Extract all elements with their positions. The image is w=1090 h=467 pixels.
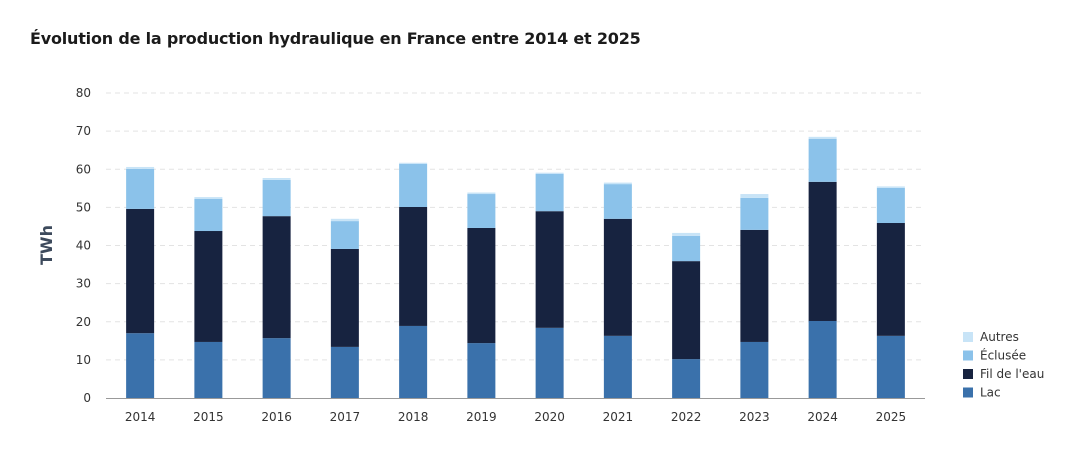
x-tick-label: 2022: [671, 410, 702, 424]
bar-segment-fil-de-l-eau: [535, 211, 564, 328]
bar-segment-autres: [126, 166, 155, 169]
bar-segment-éclusée: [399, 163, 428, 207]
bar-segment-éclusée: [672, 235, 701, 262]
bar-segment-éclusée: [467, 194, 496, 228]
bar-segment-lac: [262, 338, 291, 398]
bar-segment-lac: [194, 341, 223, 398]
legend-label: Fil de l'eau: [980, 367, 1044, 381]
bar-segment-autres: [603, 182, 632, 185]
bar-segment-fil-de-l-eau: [399, 206, 428, 326]
bar-segment-autres: [262, 178, 291, 180]
bar-segment-lac: [740, 341, 769, 398]
bar-segment-fil-de-l-eau: [808, 181, 837, 321]
y-tick-label: 20: [76, 315, 91, 329]
x-tick-label: 2024: [807, 410, 838, 424]
bar-segment-lac: [535, 327, 564, 398]
bar-segment-fil-de-l-eau: [672, 261, 701, 360]
x-tick-label: 2017: [330, 410, 361, 424]
y-axis-label: TWh: [37, 225, 56, 265]
x-tick-label: 2016: [261, 410, 292, 424]
bar-segment-lac: [876, 335, 905, 398]
bar-segment-fil-de-l-eau: [876, 223, 905, 336]
bar-segment-éclusée: [876, 187, 905, 224]
legend-swatch: [963, 350, 973, 361]
y-tick-label: 30: [76, 277, 91, 291]
legend-label: Lac: [980, 386, 1001, 400]
legend-swatch: [963, 387, 973, 398]
bar-segment-lac: [126, 333, 155, 398]
bar-segment-fil-de-l-eau: [262, 216, 291, 339]
y-tick-label: 50: [76, 200, 91, 214]
x-tick-label: 2015: [193, 410, 224, 424]
y-tick-label: 40: [76, 239, 91, 253]
legend-label: Autres: [980, 330, 1019, 344]
y-tick-label: 0: [83, 391, 91, 405]
bar-segment-éclusée: [535, 173, 564, 212]
bar-segment-fil-de-l-eau: [603, 218, 632, 336]
legend-swatch: [963, 332, 973, 342]
bar-segment-éclusée: [262, 179, 291, 217]
x-tick-label: 2018: [398, 410, 429, 424]
bar-segment-fil-de-l-eau: [194, 231, 223, 342]
legend-label: Éclusée: [980, 348, 1026, 363]
y-tick-label: 80: [76, 86, 91, 100]
bar-segment-autres: [535, 172, 564, 174]
bar-segment-éclusée: [330, 221, 359, 249]
x-tick-label: 2023: [739, 410, 770, 424]
bar-segment-lac: [672, 359, 701, 398]
bar-segment-autres: [330, 218, 359, 222]
bar-segment-éclusée: [808, 138, 837, 182]
bar-segment-autres: [876, 186, 905, 188]
bar-segment-lac: [603, 335, 632, 398]
y-tick-label: 70: [76, 124, 91, 138]
bar-segment-autres: [194, 197, 223, 199]
bar-segment-autres: [467, 192, 496, 195]
bar-segment-autres: [672, 232, 701, 236]
bar-segment-lac: [467, 343, 496, 398]
x-tick-label: 2025: [876, 410, 907, 424]
bar-segment-fil-de-l-eau: [126, 208, 155, 334]
y-tick-label: 10: [76, 353, 91, 367]
y-tick-label: 60: [76, 162, 91, 176]
bar-segment-fil-de-l-eau: [740, 229, 769, 342]
x-tick-label: 2021: [603, 410, 634, 424]
bar-segment-autres: [399, 162, 428, 164]
bar-segment-lac: [399, 325, 428, 398]
bar-segment-lac: [330, 346, 359, 398]
bar-segment-autres: [808, 136, 837, 139]
bar-segment-autres: [740, 194, 769, 198]
bar-segment-lac: [808, 320, 837, 398]
bar-segment-éclusée: [603, 184, 632, 219]
legend-swatch: [963, 369, 973, 379]
x-tick-label: 2014: [125, 410, 156, 424]
bar-segment-fil-de-l-eau: [467, 227, 496, 344]
bar-segment-éclusée: [126, 168, 155, 209]
chart-title: Évolution de la production hydraulique e…: [30, 29, 641, 48]
x-tick-label: 2020: [534, 410, 565, 424]
bar-segment-éclusée: [194, 198, 223, 232]
bar-segment-fil-de-l-eau: [330, 248, 359, 347]
bar-segment-éclusée: [740, 197, 769, 230]
x-tick-label: 2019: [466, 410, 497, 424]
